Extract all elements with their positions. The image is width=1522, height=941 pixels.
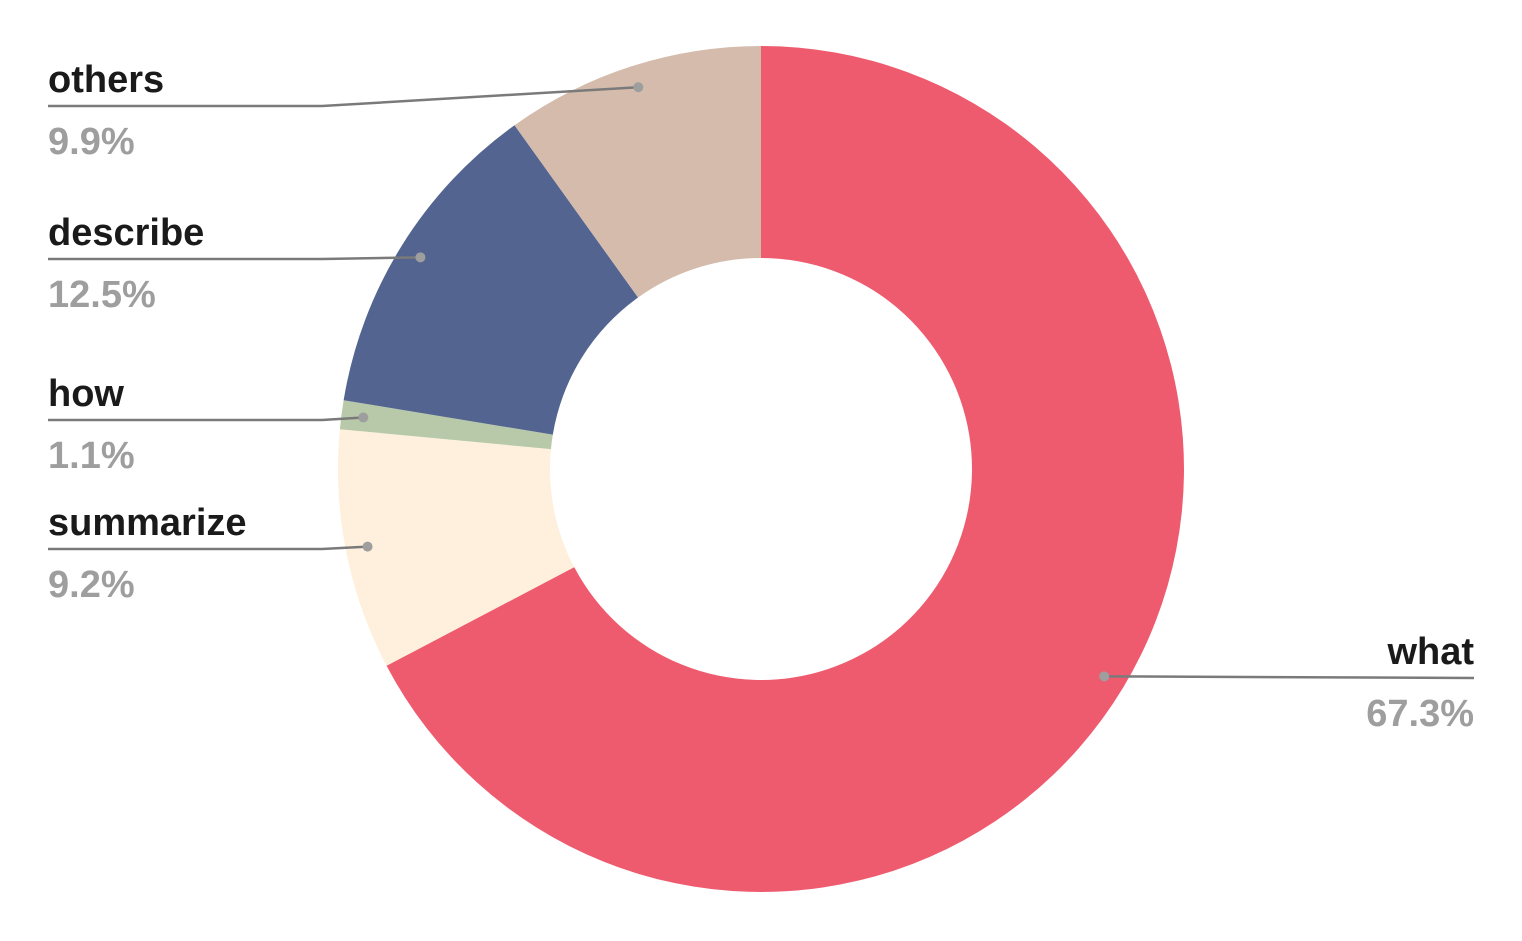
leader-line bbox=[48, 256, 421, 261]
slice-value-label: 9.2% bbox=[48, 564, 135, 606]
slice-value-label: 67.3% bbox=[1366, 693, 1474, 735]
slice-value-label: 9.9% bbox=[48, 121, 135, 163]
slice-label: what bbox=[1386, 631, 1474, 673]
leader-line bbox=[1104, 675, 1475, 680]
slice bbox=[339, 400, 553, 450]
slice bbox=[338, 429, 575, 666]
leader-dot bbox=[633, 82, 644, 93]
slice-value-label: 1.1% bbox=[48, 435, 135, 477]
slice bbox=[343, 125, 639, 435]
slice-label: describe bbox=[48, 212, 204, 254]
leader-line bbox=[48, 85, 639, 108]
leader-line bbox=[48, 416, 364, 422]
slice-label: how bbox=[48, 373, 124, 415]
leader-dot bbox=[362, 541, 373, 552]
slice-value-label: 12.5% bbox=[48, 274, 156, 316]
leader-line bbox=[48, 545, 368, 551]
slice bbox=[514, 45, 761, 298]
leader-dot bbox=[1099, 671, 1110, 682]
leader-dot bbox=[358, 412, 369, 423]
slice bbox=[386, 46, 1185, 892]
leader-dot bbox=[415, 252, 426, 263]
slice-label: others bbox=[48, 59, 164, 101]
slice-label: summarize bbox=[48, 502, 247, 544]
